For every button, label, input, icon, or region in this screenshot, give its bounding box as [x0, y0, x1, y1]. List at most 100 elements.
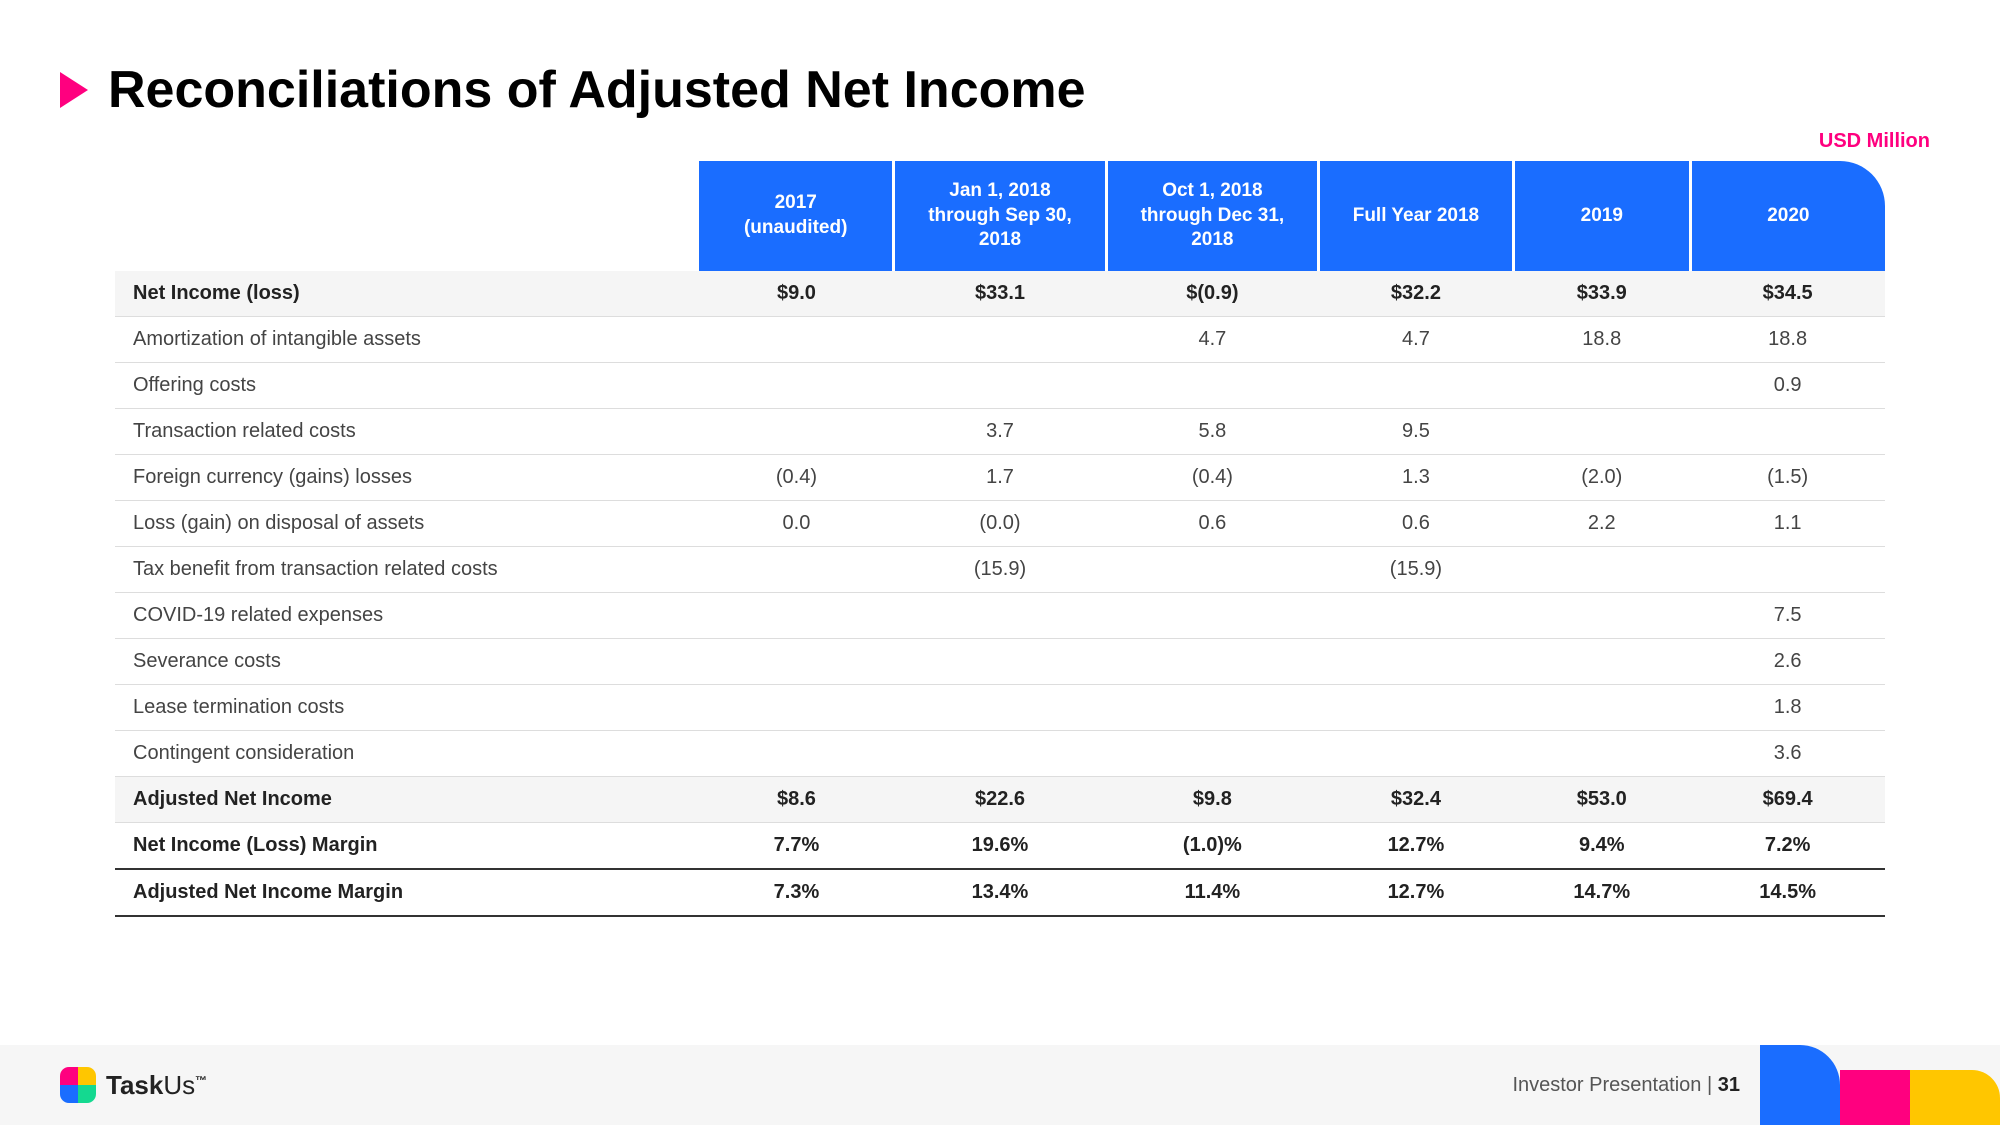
table-cell	[699, 409, 894, 455]
table-cell	[894, 593, 1106, 639]
table-row: Loss (gain) on disposal of assets0.0(0.0…	[115, 501, 1885, 547]
table-cell: $69.4	[1690, 777, 1885, 823]
table-cell	[1319, 363, 1514, 409]
table-cell: 4.7	[1106, 317, 1318, 363]
table-cell	[699, 593, 894, 639]
table-cell	[699, 639, 894, 685]
table-cell: 9.4%	[1513, 823, 1690, 870]
table-cell: (0.4)	[1106, 455, 1318, 501]
table-row: Amortization of intangible assets4.74.71…	[115, 317, 1885, 363]
table-cell	[1513, 731, 1690, 777]
table-cell: 7.7%	[699, 823, 894, 870]
table-row: Net Income (loss)$9.0$33.1$(0.9)$32.2$33…	[115, 271, 1885, 317]
table-cell	[894, 317, 1106, 363]
table-cell	[1319, 593, 1514, 639]
table-row: Offering costs0.9	[115, 363, 1885, 409]
table-cell	[894, 363, 1106, 409]
table-cell: Transaction related costs	[115, 409, 699, 455]
table-cell: (15.9)	[894, 547, 1106, 593]
footer-bar: TaskUs™ Investor Presentation | 31	[0, 1045, 2000, 1125]
table-cell: Adjusted Net Income	[115, 777, 699, 823]
table-cell	[894, 685, 1106, 731]
table-cell	[1106, 547, 1318, 593]
table-cell: 2.6	[1690, 639, 1885, 685]
table-cell	[1513, 409, 1690, 455]
table-cell: 1.8	[1690, 685, 1885, 731]
table-cell: 1.1	[1690, 501, 1885, 547]
page-title: Reconciliations of Adjusted Net Income	[108, 60, 1086, 120]
table-cell: 18.8	[1513, 317, 1690, 363]
table-cell	[1106, 639, 1318, 685]
table-row: Adjusted Net Income Margin7.3%13.4%11.4%…	[115, 869, 1885, 916]
table-cell: $9.8	[1106, 777, 1318, 823]
table-cell	[1106, 685, 1318, 731]
table-cell	[699, 363, 894, 409]
brand-logo: TaskUs™	[60, 1067, 207, 1103]
table-cell	[1106, 593, 1318, 639]
column-header: Jan 1, 2018through Sep 30, 2018	[894, 161, 1106, 271]
column-header	[115, 161, 699, 271]
table-cell	[699, 685, 894, 731]
table-cell: $(0.9)	[1106, 271, 1318, 317]
column-header: Full Year 2018	[1319, 161, 1514, 271]
column-header: 2017 (unaudited)	[699, 161, 894, 271]
table-cell	[1513, 363, 1690, 409]
table-row: Foreign currency (gains) losses(0.4)1.7(…	[115, 455, 1885, 501]
table-cell: Lease termination costs	[115, 685, 699, 731]
table-cell	[1319, 731, 1514, 777]
table-cell	[1319, 639, 1514, 685]
table-cell	[699, 317, 894, 363]
table-row: Lease termination costs 1.8	[115, 685, 1885, 731]
table-cell: 0.6	[1319, 501, 1514, 547]
table-row: Tax benefit from transaction related cos…	[115, 547, 1885, 593]
table-cell: Severance costs	[115, 639, 699, 685]
table-cell: 1.3	[1319, 455, 1514, 501]
table-cell	[894, 639, 1106, 685]
column-header: 2019	[1513, 161, 1690, 271]
table-cell: $53.0	[1513, 777, 1690, 823]
column-header: 2020	[1690, 161, 1885, 271]
table-cell: 9.5	[1319, 409, 1514, 455]
table-cell: $32.4	[1319, 777, 1514, 823]
table-cell	[1690, 409, 1885, 455]
column-header: Oct 1, 2018through Dec 31, 2018	[1106, 161, 1318, 271]
table-cell: 1.7	[894, 455, 1106, 501]
table-row: Contingent consideration3.6	[115, 731, 1885, 777]
table-cell: 4.7	[1319, 317, 1514, 363]
table-cell: 14.7%	[1513, 869, 1690, 916]
table-row: Net Income (Loss) Margin7.7%19.6%(1.0)%1…	[115, 823, 1885, 870]
table-cell	[1513, 685, 1690, 731]
table-cell: $34.5	[1690, 271, 1885, 317]
title-marker-icon	[60, 72, 88, 108]
table-cell: 2.2	[1513, 501, 1690, 547]
table-cell: Loss (gain) on disposal of assets	[115, 501, 699, 547]
table-cell: 12.7%	[1319, 823, 1514, 870]
table-cell: Net Income (Loss) Margin	[115, 823, 699, 870]
brand-name: TaskUs™	[106, 1070, 207, 1101]
table-cell: 0.6	[1106, 501, 1318, 547]
table-row: Adjusted Net Income$8.6$22.6$9.8$32.4$53…	[115, 777, 1885, 823]
table-cell: 3.7	[894, 409, 1106, 455]
table-cell: $33.1	[894, 271, 1106, 317]
table-row: Severance costs 2.6	[115, 639, 1885, 685]
table-cell	[1513, 639, 1690, 685]
table-cell: $9.0	[699, 271, 894, 317]
table-cell	[894, 731, 1106, 777]
table-cell: Adjusted Net Income Margin	[115, 869, 699, 916]
table-cell	[1319, 685, 1514, 731]
table-cell: 18.8	[1690, 317, 1885, 363]
table-cell: Offering costs	[115, 363, 699, 409]
table-cell: $32.2	[1319, 271, 1514, 317]
table-cell: 7.2%	[1690, 823, 1885, 870]
table-cell: (2.0)	[1513, 455, 1690, 501]
table-cell: Foreign currency (gains) losses	[115, 455, 699, 501]
table-cell: 19.6%	[894, 823, 1106, 870]
table-cell: 7.3%	[699, 869, 894, 916]
table-cell: (0.4)	[699, 455, 894, 501]
table-cell	[1106, 731, 1318, 777]
table-cell: 5.8	[1106, 409, 1318, 455]
table-cell: (1.0)%	[1106, 823, 1318, 870]
table-cell: Tax benefit from transaction related cos…	[115, 547, 699, 593]
table-row: Transaction related costs 3.75.89.5	[115, 409, 1885, 455]
table-cell: 3.6	[1690, 731, 1885, 777]
